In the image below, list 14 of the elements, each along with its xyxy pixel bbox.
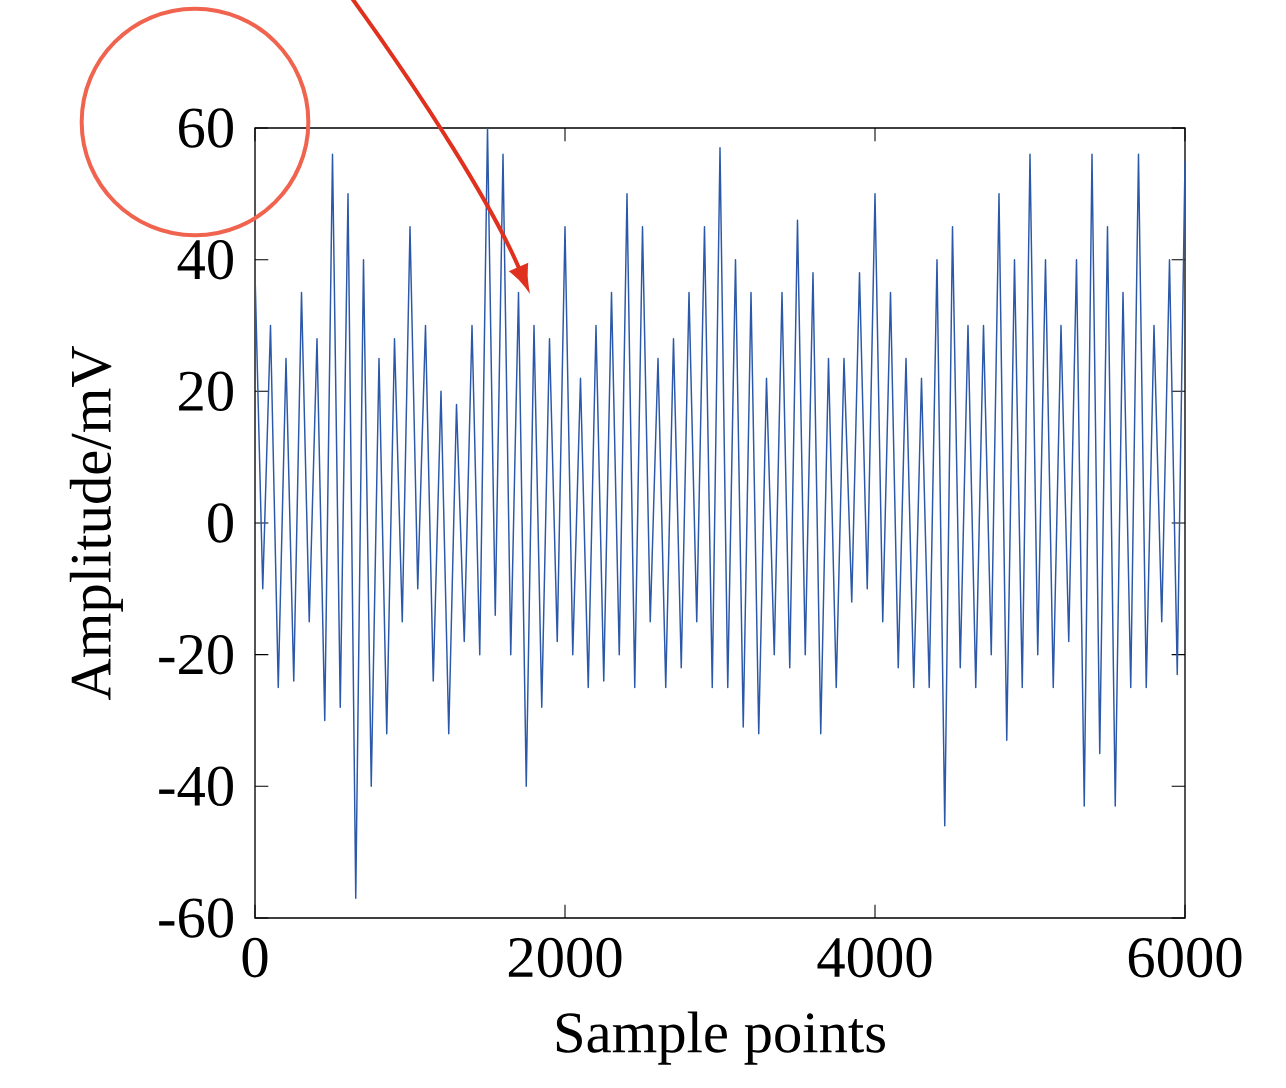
x-tick-label: 0 bbox=[242, 937, 268, 978]
y-tick-label: 0 bbox=[208, 503, 233, 543]
line-series bbox=[255, 128, 1185, 899]
x-axis-title: Sample points bbox=[556, 1011, 885, 1065]
x-tick-label: 4000 bbox=[817, 937, 932, 978]
x-tick-label: 2000 bbox=[508, 937, 622, 978]
y-axis-title: Amplitude/mV bbox=[69, 345, 123, 701]
y-tick-label: 60 bbox=[179, 108, 233, 148]
y-tick-label: 40 bbox=[177, 239, 233, 280]
x-tick-label: 6000 bbox=[1128, 937, 1242, 978]
y-tick-label: -20 bbox=[159, 634, 233, 675]
y-tick-label: 20 bbox=[179, 371, 233, 412]
y-tick-label: -40 bbox=[159, 766, 233, 807]
y-tick-label: -60 bbox=[159, 898, 233, 938]
